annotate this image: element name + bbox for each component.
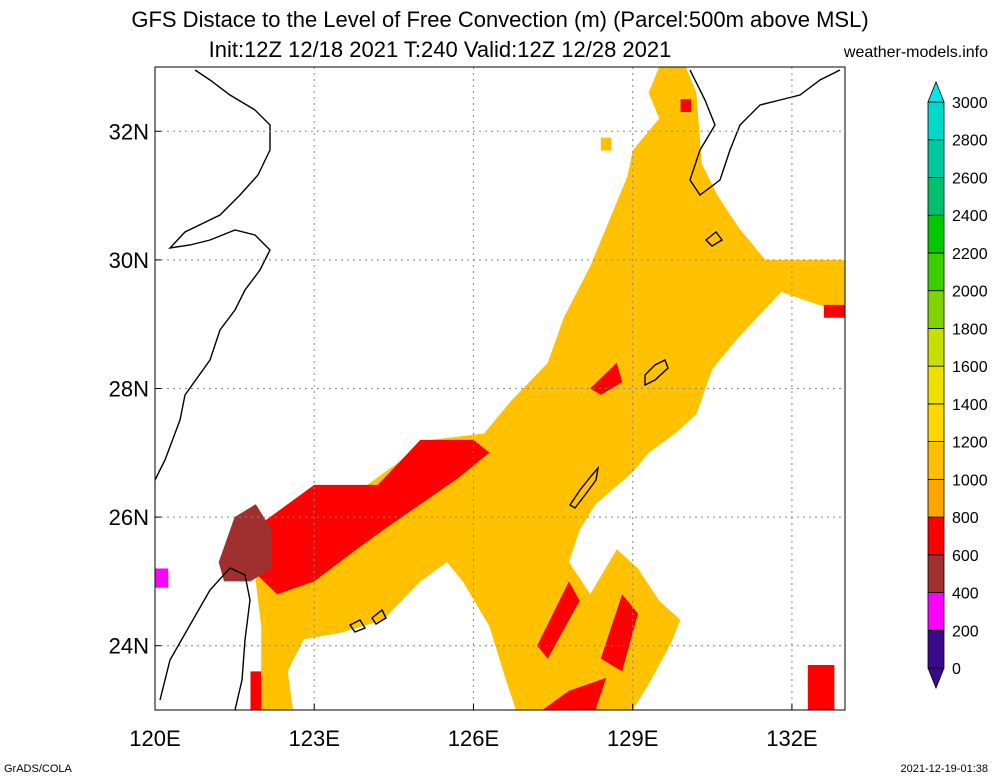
colorbar-segment <box>927 516 945 556</box>
colorbar-label: 0 <box>952 661 961 678</box>
field-brown-patch <box>218 504 272 582</box>
colorbar-max-arrow <box>927 80 945 103</box>
footer-timestamp: 2021-12-19-01:38 <box>900 763 988 775</box>
field-magenta-patch <box>155 568 169 588</box>
colorbar-segment <box>927 290 945 329</box>
colorbar-segment <box>927 177 945 216</box>
colorbar-label: 600 <box>952 548 979 565</box>
field-red-cell-south2 <box>600 594 638 672</box>
colorbar-label: 2400 <box>952 208 988 225</box>
tick-label-lat: 24N <box>109 634 149 659</box>
tick-label-lat: 28N <box>109 377 149 402</box>
tanegashima-island <box>704 231 724 247</box>
japan-kyushu-coast <box>689 69 841 197</box>
colorbar-segment <box>927 441 945 480</box>
colorbar-segment <box>927 592 945 631</box>
colorbar: 0 200 400 600 800 1000 1200 1400 1600 1800 2000 220… <box>927 80 988 690</box>
colorbar-min-arrow <box>927 667 945 690</box>
colorbar-label: 1800 <box>952 321 988 338</box>
field-orange-northwest-cells <box>600 137 612 151</box>
colorbar-label: 1600 <box>952 359 988 376</box>
colorbar-label: 2200 <box>952 246 988 263</box>
colorbar-segment <box>927 327 945 367</box>
footer-software: GrADS/COLA <box>4 763 72 775</box>
colorbar-label: 1000 <box>952 472 988 489</box>
tick-label-lon: 132E <box>766 726 817 751</box>
tick-label-lon: 126E <box>448 726 499 751</box>
field-red-cell-amami <box>590 362 623 395</box>
colorbar-label: 2000 <box>952 284 988 301</box>
field-red-band <box>250 439 490 595</box>
chart-subtitle: Init:12Z 12/18 2021 T:240 Valid:12Z 12/2… <box>208 37 672 62</box>
field-orange-main <box>255 67 846 710</box>
colorbar-label: 2600 <box>952 170 988 187</box>
colorbar-segment <box>927 139 945 178</box>
field-red-cell-north <box>680 99 692 112</box>
field-red-cell-sw <box>250 671 262 710</box>
colorbar-label: 1200 <box>952 435 988 452</box>
colorbar-segment <box>927 365 945 405</box>
axis-tick-labels: 120E 123E 126E 129E 132E 24N 26N 28N 30N 32N <box>109 119 818 751</box>
miyako-island <box>348 619 367 633</box>
source-label: weather-models.info <box>843 44 988 61</box>
ishigaki-island <box>371 608 387 625</box>
colorbar-segment <box>927 252 945 292</box>
tick-label-lon: 120E <box>129 726 180 751</box>
field-red-cell-south3 <box>542 677 607 710</box>
field-red-cell-south1 <box>537 581 580 659</box>
colorbar-label: 200 <box>952 623 979 640</box>
map-field-layer <box>155 67 846 710</box>
tick-label-lon: 129E <box>607 726 658 751</box>
colorbar-label: 1400 <box>952 397 988 414</box>
colorbar-label: 3000 <box>952 95 988 112</box>
colorbar-label: 400 <box>952 586 979 603</box>
colorbar-label: 800 <box>952 510 979 527</box>
colorbar-segment <box>927 629 945 669</box>
okinawa-island <box>569 465 600 509</box>
china-coast <box>154 69 271 481</box>
chart-title: GFS Distace to the Level of Free Convect… <box>131 7 869 32</box>
field-red-cell-east <box>823 304 845 318</box>
taiwan-coast <box>159 567 251 711</box>
colorbar-segment <box>927 214 945 254</box>
colorbar-segment <box>927 403 945 443</box>
field-red-cell-se <box>807 665 835 710</box>
colorbar-segment <box>927 101 945 141</box>
colorbar-label: 2800 <box>952 133 988 150</box>
colorbar-segment <box>927 554 945 593</box>
tick-label-lat: 32N <box>109 119 149 144</box>
tick-label-lat: 30N <box>109 248 149 273</box>
tick-label-lat: 26N <box>109 505 149 530</box>
amami-island <box>644 359 669 387</box>
tick-label-lon: 123E <box>289 726 340 751</box>
colorbar-segment <box>927 478 945 518</box>
coastline-layer <box>154 69 841 711</box>
